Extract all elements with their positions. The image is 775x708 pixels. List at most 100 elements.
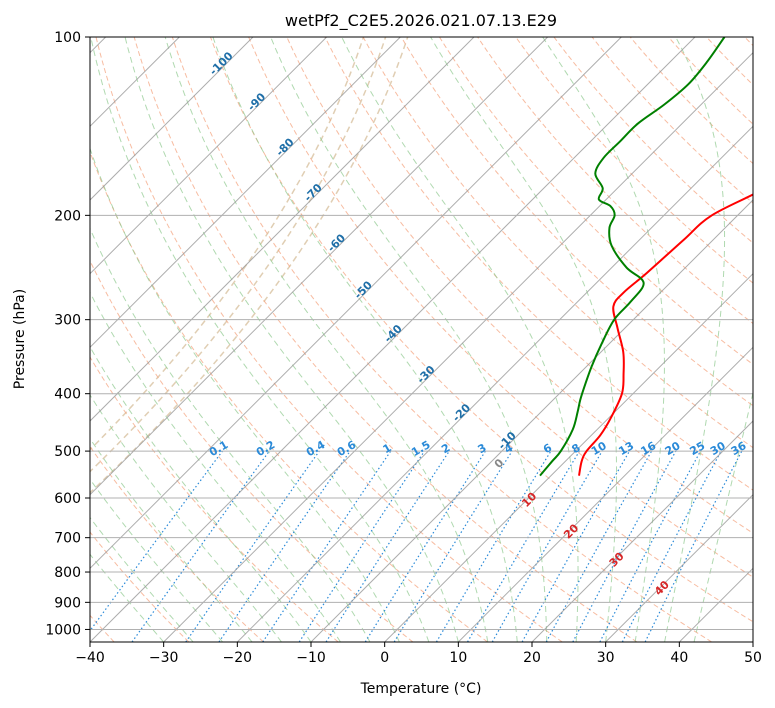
- dry-adiabat: [362, 37, 753, 449]
- dry-adiabat: [477, 37, 753, 325]
- moist-adiabat: [542, 37, 665, 642]
- isotherm-line: [310, 199, 753, 642]
- isotherm-label: -80: [273, 135, 296, 158]
- theta-e-curve: [90, 37, 387, 473]
- mixing-ratio-line: [521, 450, 631, 642]
- dry-adiabat: [324, 37, 753, 491]
- x-axis-label: Temperature (°C): [360, 681, 482, 697]
- mixing-ratio-line: [90, 450, 223, 632]
- moist-adiabat-label: 0: [492, 456, 507, 471]
- isotherm-line: [163, 51, 753, 642]
- mixing-ratio-label: 0.6: [335, 438, 359, 459]
- mixing-ratio-line: [393, 450, 513, 642]
- mixing-ratio-line: [466, 450, 580, 642]
- x-tick-label: 0: [380, 650, 389, 666]
- y-tick-label: 1000: [45, 622, 81, 638]
- isotherm-line: [90, 37, 475, 422]
- mixing-ratio-line: [621, 450, 722, 642]
- isotherm-line: [90, 37, 549, 496]
- dry-adiabat: [553, 37, 753, 244]
- mixing-ratio-label: 0.2: [254, 438, 277, 459]
- isotherm-label: -90: [245, 90, 268, 113]
- isotherm-line: [90, 37, 622, 570]
- isotherm-label: -10: [496, 429, 519, 452]
- isotherm-label: -60: [325, 231, 348, 254]
- dry-adiabat: [286, 37, 753, 534]
- mixing-ratio-line: [131, 450, 270, 642]
- moist-adiabat: [90, 394, 282, 642]
- plot-clip-group: 0.1 0.2 0.4 0.6 1 1.5 2 3 4 6 8 10 13 16 20 25 30 36-100-…: [90, 37, 753, 642]
- dry-adiabat: [744, 37, 753, 47]
- moist-adiabat: [90, 345, 312, 642]
- moist-adiabat-label: 20: [561, 521, 581, 541]
- moist-adiabat: [341, 37, 579, 642]
- mixing-ratio-label: 30: [708, 439, 728, 458]
- mixing-ratio-line: [435, 450, 552, 642]
- dry-adiabat: [90, 259, 414, 642]
- isotherm-line: [457, 346, 753, 642]
- x-tick-label: 30: [597, 650, 615, 666]
- plot-frame: [89, 36, 754, 643]
- dry-adiabat: [90, 531, 190, 642]
- dry-adiabat: [668, 37, 753, 125]
- mixing-ratio-label: 2: [439, 441, 452, 456]
- mixing-ratio-label: 16: [638, 439, 658, 458]
- y-tick-label: 400: [54, 387, 81, 403]
- dry-adiabat: [439, 37, 753, 366]
- isotherm-label: -50: [352, 278, 375, 301]
- mixing-ratio-line: [325, 450, 450, 642]
- dry-adiabat: [90, 150, 488, 642]
- temperature-profile-line: [578, 193, 753, 476]
- dry-adiabat: [90, 445, 264, 642]
- chart-title: wetPf2_C2E5.2026.021.07.13.E29: [285, 11, 557, 31]
- y-tick-label: 800: [54, 565, 81, 581]
- moist-adiabat: [90, 291, 341, 642]
- y-tick-label: 300: [54, 313, 81, 329]
- moist-adiabat: [693, 390, 753, 642]
- y-tick-label: 600: [54, 491, 81, 507]
- theta-e-curve: [90, 37, 365, 451]
- moist-adiabat: [90, 553, 165, 642]
- y-tick-label: 200: [54, 208, 81, 224]
- dry-adiabat: [515, 37, 753, 284]
- mixing-ratio-label: 0.4: [304, 438, 328, 459]
- x-tick-label: 50: [744, 650, 762, 666]
- mixing-ratio-label: 10: [589, 439, 609, 458]
- isotherm-line: [90, 37, 696, 642]
- moist-adiabat: [90, 37, 430, 642]
- isotherm-line: [236, 125, 753, 642]
- isotherm-line: [605, 493, 753, 642]
- isotherm-label: -100: [207, 49, 236, 78]
- moist-adiabat: [430, 37, 618, 642]
- mixing-ratio-label: 0.1: [207, 438, 230, 459]
- isotherm-label: -40: [382, 322, 405, 345]
- dry-adiabat: [133, 37, 638, 642]
- isotherm-line: [678, 567, 753, 642]
- moist-adiabat: [270, 37, 548, 642]
- dry-adiabat: [400, 37, 753, 407]
- moist-adiabat: [212, 37, 518, 642]
- mixing-ratio-line: [545, 450, 653, 642]
- x-tick-label: 10: [449, 650, 467, 666]
- x-tick-label: 40: [670, 650, 688, 666]
- isotherm-line: [90, 37, 328, 275]
- moist-adiabat: [90, 478, 223, 642]
- isotherm-line: [752, 641, 753, 642]
- isotherm-label: -70: [302, 181, 325, 204]
- moist-adiabat-label: 30: [607, 549, 627, 569]
- mixing-ratio-label: 25: [687, 439, 707, 458]
- x-tick-label: −20: [223, 650, 253, 666]
- moist-adiabat-label: 10: [519, 490, 539, 510]
- mixing-ratio-line: [572, 450, 677, 642]
- moist-adiabat: [664, 37, 726, 642]
- moist-adiabat: [164, 37, 489, 642]
- isotherm-line: [531, 420, 753, 642]
- mixing-ratio-label: 1: [381, 441, 394, 456]
- isotherm-line: [384, 272, 753, 642]
- mixing-ratio-line: [298, 450, 425, 642]
- dry-adiabat: [591, 37, 753, 204]
- mixing-ratio-line: [599, 450, 702, 642]
- plot-area: 0.1 0.2 0.4 0.6 1 1.5 2 3 4 6 8 10 13 16 20 25 30 36-100-…: [45, 30, 762, 666]
- y-tick-label: 900: [54, 595, 81, 611]
